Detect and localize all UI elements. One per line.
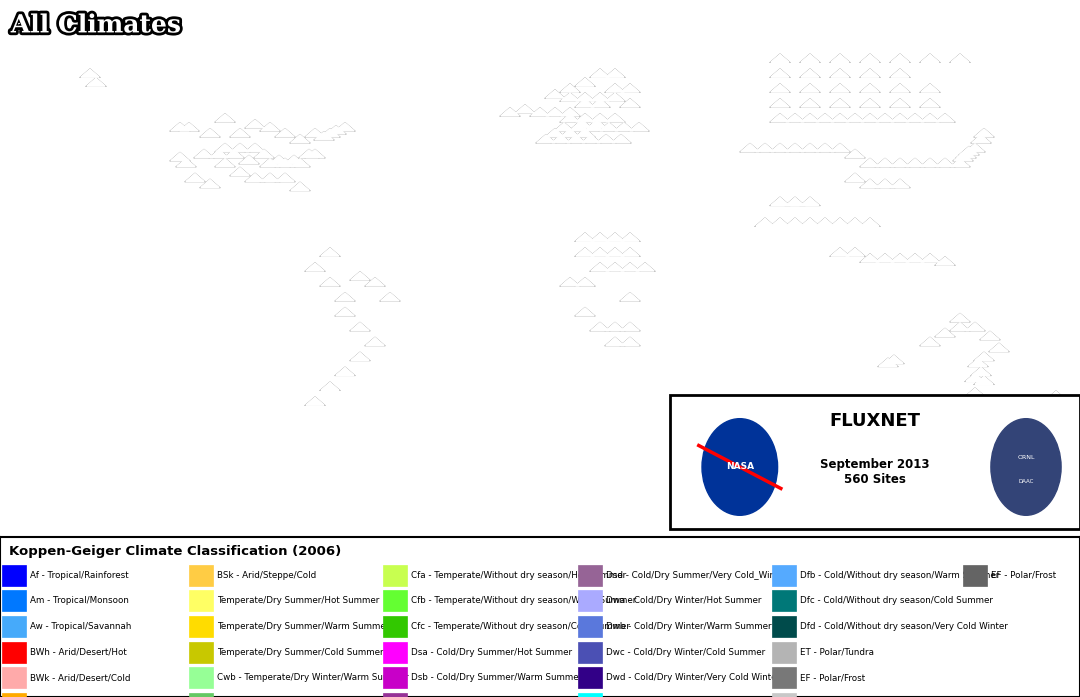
Bar: [2, 590, 26, 611]
Bar: [772, 590, 796, 611]
Bar: [383, 565, 407, 585]
Text: September 2013
560 Sites: September 2013 560 Sites: [820, 459, 930, 487]
Bar: [383, 642, 407, 663]
Text: Temperate/Dry Summer/Cold Summer: Temperate/Dry Summer/Cold Summer: [217, 648, 383, 657]
Text: EF - Polar/Frost: EF - Polar/Frost: [800, 673, 865, 682]
Bar: [383, 590, 407, 611]
Text: NASA: NASA: [726, 463, 754, 471]
Bar: [772, 565, 796, 585]
Bar: [772, 667, 796, 688]
Text: Dwc - Cold/Dry Winter/Cold Summer: Dwc - Cold/Dry Winter/Cold Summer: [606, 648, 765, 657]
Bar: [383, 693, 407, 697]
Bar: [2, 667, 26, 688]
Bar: [189, 642, 213, 663]
Text: ORNL: ORNL: [1017, 455, 1035, 460]
Bar: [383, 667, 407, 688]
Text: Dwd - Cold/Dry Winter/Very Cold Winter: Dwd - Cold/Dry Winter/Very Cold Winter: [606, 673, 780, 682]
Text: Koppen-Geiger Climate Classification (2006): Koppen-Geiger Climate Classification (20…: [9, 545, 341, 558]
Text: Cwb - Temperate/Dry Winter/Warm Summer: Cwb - Temperate/Dry Winter/Warm Summer: [217, 673, 408, 682]
Text: Temperate/Dry Summer/Hot Summer: Temperate/Dry Summer/Hot Summer: [217, 597, 379, 606]
Bar: [2, 642, 26, 663]
Bar: [2, 693, 26, 697]
Text: Aw - Tropical/Savannah: Aw - Tropical/Savannah: [30, 622, 132, 631]
Text: Dfd - Cold/Without dry season/Very Cold Winter: Dfd - Cold/Without dry season/Very Cold …: [800, 622, 1008, 631]
Bar: [189, 667, 213, 688]
Bar: [772, 642, 796, 663]
Text: Dsa - Cold/Dry Summer/Hot Summer: Dsa - Cold/Dry Summer/Hot Summer: [411, 648, 572, 657]
Text: All Climates: All Climates: [11, 13, 181, 38]
Text: Dsb - Cold/Dry Summer/Warm Summer: Dsb - Cold/Dry Summer/Warm Summer: [411, 673, 583, 682]
FancyBboxPatch shape: [670, 395, 1080, 529]
Text: Cfa - Temperate/Without dry season/Hot Summer: Cfa - Temperate/Without dry season/Hot S…: [411, 571, 626, 580]
Bar: [578, 693, 602, 697]
Text: Cfc - Temperate/Without dry season/Cold Summer: Cfc - Temperate/Without dry season/Cold …: [411, 622, 631, 631]
Bar: [578, 667, 602, 688]
Bar: [189, 693, 213, 697]
Ellipse shape: [702, 419, 778, 515]
Bar: [578, 565, 602, 585]
Bar: [2, 616, 26, 637]
Bar: [772, 693, 796, 697]
Text: EF - Polar/Frost: EF - Polar/Frost: [991, 571, 1056, 580]
Bar: [963, 565, 987, 585]
Text: FLUXNET: FLUXNET: [829, 413, 920, 430]
Bar: [2, 565, 26, 585]
Text: Dfb - Cold/Without dry season/Warm Summer: Dfb - Cold/Without dry season/Warm Summe…: [800, 571, 1000, 580]
Text: BWk - Arid/Desert/Cold: BWk - Arid/Desert/Cold: [30, 673, 131, 682]
Bar: [578, 616, 602, 637]
Text: ET - Polar/Tundra: ET - Polar/Tundra: [800, 648, 875, 657]
Text: DAAC: DAAC: [1018, 479, 1034, 484]
Text: Dwa - Cold/Dry Winter/Hot Summer: Dwa - Cold/Dry Winter/Hot Summer: [606, 597, 761, 606]
Text: Temperate/Dry Summer/Warm Summer: Temperate/Dry Summer/Warm Summer: [217, 622, 390, 631]
Text: Dwb - Cold/Dry Winter/Warm Summer: Dwb - Cold/Dry Winter/Warm Summer: [606, 622, 771, 631]
Text: BSk - Arid/Steppe/Cold: BSk - Arid/Steppe/Cold: [217, 571, 316, 580]
Text: Dfc - Cold/Without dry season/Cold Summer: Dfc - Cold/Without dry season/Cold Summe…: [800, 597, 994, 606]
Bar: [189, 565, 213, 585]
Text: Am - Tropical/Monsoon: Am - Tropical/Monsoon: [30, 597, 130, 606]
Bar: [578, 642, 602, 663]
Text: Cfb - Temperate/Without dry season/Warm Summer: Cfb - Temperate/Without dry season/Warm …: [411, 597, 637, 606]
Text: Dsd - Cold/Dry Summer/Very Cold_Winter: Dsd - Cold/Dry Summer/Very Cold_Winter: [606, 571, 787, 580]
Bar: [189, 590, 213, 611]
Bar: [383, 616, 407, 637]
Bar: [772, 616, 796, 637]
Text: Af - Tropical/Rainforest: Af - Tropical/Rainforest: [30, 571, 129, 580]
Bar: [578, 590, 602, 611]
Text: BWh - Arid/Desert/Hot: BWh - Arid/Desert/Hot: [30, 648, 127, 657]
Ellipse shape: [991, 419, 1061, 515]
Bar: [189, 616, 213, 637]
